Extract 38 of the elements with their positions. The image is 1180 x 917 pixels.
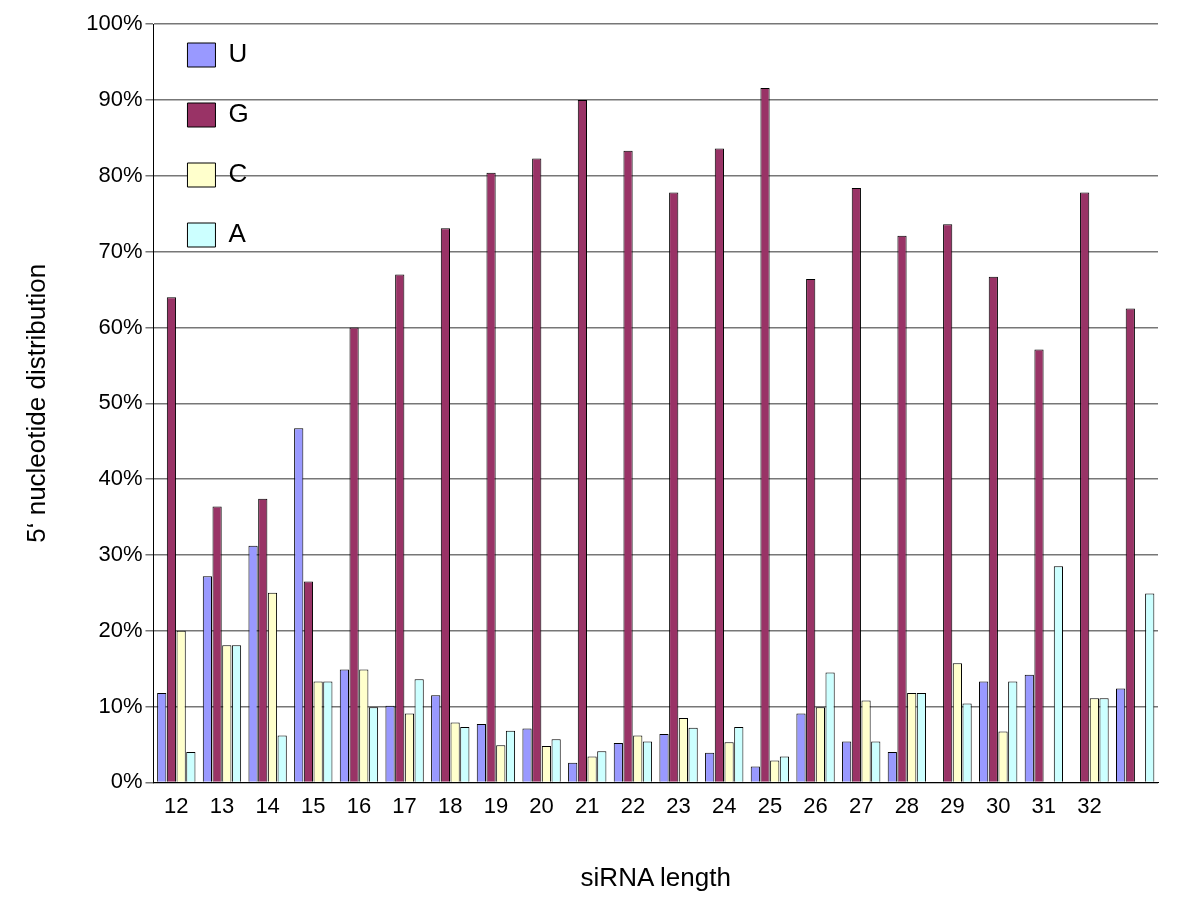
y-tick-label: 70% bbox=[98, 237, 143, 263]
y-tick-label: 30% bbox=[98, 541, 143, 566]
x-tick-label: 20 bbox=[529, 792, 554, 818]
y-tick-label: 80% bbox=[98, 161, 143, 187]
x-tick-label: 24 bbox=[711, 792, 737, 818]
y-tick-label: 0% bbox=[110, 768, 143, 794]
x-tick-label: 17 bbox=[392, 792, 417, 818]
x-tick-label: 21 bbox=[575, 792, 600, 818]
x-tick-label: 31 bbox=[1031, 792, 1057, 818]
y-tick-label: 50% bbox=[98, 389, 143, 415]
x-tick-label: 16 bbox=[346, 792, 372, 818]
y-axis-title: 5‘ nucleotide distribution bbox=[20, 263, 51, 543]
x-axis-title: siRNA length bbox=[580, 861, 731, 892]
y-tick-label: 90% bbox=[98, 86, 143, 112]
x-tick-label: 26 bbox=[803, 792, 828, 818]
x-tick-label: 23 bbox=[666, 792, 691, 818]
legend-label: G bbox=[228, 98, 249, 129]
x-tick-label: 18 bbox=[438, 792, 463, 818]
x-tick-label: 27 bbox=[848, 792, 874, 818]
x-tick-label: 29 bbox=[940, 792, 965, 818]
x-tick-label: 13 bbox=[209, 792, 235, 818]
x-tick-label: 22 bbox=[620, 792, 646, 818]
y-tick-label: 10% bbox=[98, 692, 143, 718]
x-tick-label: 14 bbox=[255, 792, 280, 818]
x-tick-label: 15 bbox=[301, 792, 326, 818]
x-tick-label: 25 bbox=[757, 792, 783, 818]
y-tick-label: 100% bbox=[86, 10, 143, 36]
x-tick-label: 30 bbox=[985, 792, 1011, 818]
y-tick-label: 20% bbox=[98, 616, 143, 642]
x-tick-label: 32 bbox=[1077, 792, 1102, 818]
y-tick-label: 40% bbox=[98, 465, 143, 491]
legend-label: C bbox=[228, 158, 248, 189]
y-tick-label: 60% bbox=[98, 313, 143, 339]
legend-label: A bbox=[228, 218, 247, 249]
x-tick-label: 12 bbox=[164, 792, 189, 818]
legend-label: U bbox=[228, 38, 248, 69]
x-tick-label: 28 bbox=[894, 792, 920, 818]
x-tick-label: 19 bbox=[483, 792, 509, 818]
